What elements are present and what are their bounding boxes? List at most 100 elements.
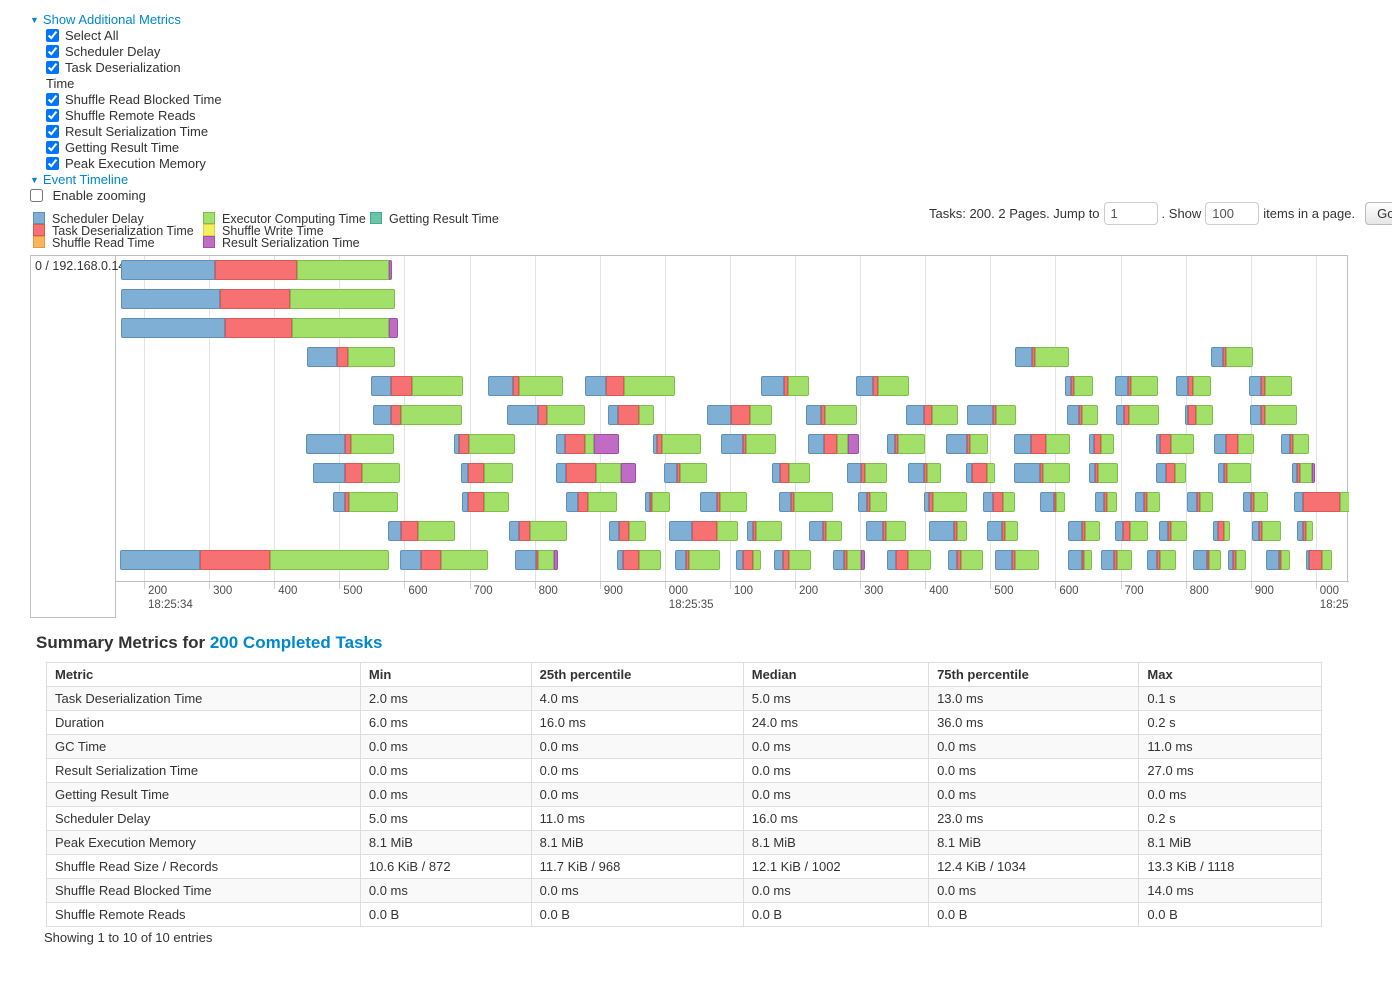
task-bar[interactable] [995, 550, 1039, 570]
task-bar[interactable] [809, 521, 842, 541]
task-bar[interactable] [1089, 434, 1114, 454]
show-additional-metrics-link[interactable]: Show Additional Metrics [42, 12, 181, 27]
task-bar[interactable] [1214, 434, 1254, 454]
task-bar[interactable] [566, 492, 617, 512]
task-bar[interactable] [906, 405, 958, 425]
task-bar[interactable] [1218, 463, 1251, 483]
timeline-plot-area[interactable] [116, 256, 1349, 581]
task-bar[interactable] [507, 405, 585, 425]
task-bar[interactable] [1250, 405, 1297, 425]
task-bar[interactable] [1116, 405, 1159, 425]
task-bar[interactable] [515, 550, 558, 570]
task-bar[interactable] [1156, 434, 1194, 454]
task-bar[interactable] [454, 434, 515, 454]
task-bar[interactable] [808, 434, 859, 454]
task-bar[interactable] [1115, 521, 1148, 541]
task-bar[interactable] [1252, 521, 1281, 541]
task-bar[interactable] [1095, 492, 1117, 512]
task-bar[interactable] [948, 550, 983, 570]
metric-checkbox[interactable] [46, 109, 59, 122]
task-bar[interactable] [1089, 463, 1118, 483]
task-bar[interactable] [509, 521, 567, 541]
task-bar[interactable] [1014, 463, 1070, 483]
task-bar[interactable] [707, 405, 772, 425]
task-bar[interactable] [333, 492, 398, 512]
task-bar[interactable] [121, 289, 395, 309]
task-bar[interactable] [617, 550, 661, 570]
task-bar[interactable] [1065, 376, 1093, 396]
task-bar[interactable] [1040, 492, 1065, 512]
task-bar[interactable] [908, 463, 941, 483]
task-bar[interactable] [1014, 434, 1070, 454]
task-bar[interactable] [1115, 376, 1158, 396]
task-bar[interactable] [983, 492, 1015, 512]
task-bar[interactable] [373, 405, 462, 425]
task-bar[interactable] [858, 492, 887, 512]
task-bar[interactable] [806, 405, 857, 425]
task-bar[interactable] [1068, 550, 1092, 570]
task-bar[interactable] [462, 492, 509, 512]
task-bar[interactable] [1266, 550, 1290, 570]
task-bar[interactable] [924, 492, 967, 512]
metric-checkbox[interactable] [46, 29, 59, 42]
task-bar[interactable] [1211, 347, 1253, 367]
task-bar[interactable] [847, 463, 887, 483]
task-bar[interactable] [1297, 521, 1313, 541]
task-bar[interactable] [1193, 550, 1221, 570]
task-bar[interactable] [461, 463, 513, 483]
jump-to-page-input[interactable] [1103, 202, 1158, 225]
task-bar[interactable] [388, 521, 455, 541]
task-bar[interactable] [1292, 463, 1315, 483]
task-bar[interactable] [371, 376, 463, 396]
task-bar[interactable] [700, 492, 747, 512]
task-bar[interactable] [669, 521, 738, 541]
event-timeline-toggle[interactable]: ▼ Event Timeline [30, 172, 222, 188]
task-bar[interactable] [653, 434, 701, 454]
task-bar[interactable] [967, 405, 1016, 425]
task-bar[interactable] [1294, 492, 1349, 512]
task-bar[interactable] [1156, 463, 1186, 483]
task-bar[interactable] [1101, 550, 1132, 570]
task-bar[interactable] [585, 376, 675, 396]
show-additional-metrics-toggle[interactable]: ▼ Show Additional Metrics [30, 12, 222, 28]
task-bar[interactable] [121, 260, 392, 280]
task-bar[interactable] [664, 463, 707, 483]
task-bar[interactable] [772, 463, 810, 483]
task-bar[interactable] [966, 463, 995, 483]
task-bar[interactable] [1068, 521, 1100, 541]
metric-checkbox[interactable] [46, 61, 59, 74]
task-bar[interactable] [1281, 434, 1309, 454]
task-bar[interactable] [736, 550, 761, 570]
task-bar[interactable] [946, 434, 988, 454]
metric-checkbox[interactable] [46, 141, 59, 154]
task-bar[interactable] [887, 434, 925, 454]
task-bar[interactable] [556, 463, 636, 483]
task-bar[interactable] [987, 521, 1018, 541]
metric-checkbox[interactable] [46, 157, 59, 170]
task-bar[interactable] [1185, 405, 1213, 425]
task-bar[interactable] [1147, 550, 1176, 570]
task-bar[interactable] [400, 550, 488, 570]
metric-checkbox[interactable] [46, 125, 59, 138]
task-bar[interactable] [609, 521, 646, 541]
task-bar[interactable] [866, 521, 906, 541]
task-bar[interactable] [121, 318, 398, 338]
metric-checkbox[interactable] [46, 93, 59, 106]
task-bar[interactable] [1213, 521, 1230, 541]
event-timeline-link[interactable]: Event Timeline [42, 172, 129, 187]
task-bar[interactable] [1176, 376, 1211, 396]
enable-zooming-checkbox[interactable] [30, 189, 43, 202]
task-bar[interactable] [1135, 492, 1160, 512]
task-bar[interactable] [306, 434, 394, 454]
task-bar[interactable] [313, 463, 400, 483]
task-bar[interactable] [307, 347, 395, 367]
task-bar[interactable] [833, 550, 865, 570]
task-bar[interactable] [856, 376, 909, 396]
task-bar[interactable] [120, 550, 389, 570]
task-bar[interactable] [774, 550, 811, 570]
task-bar[interactable] [675, 550, 720, 570]
task-bar[interactable] [645, 492, 670, 512]
task-bar[interactable] [1159, 521, 1187, 541]
task-bar[interactable] [1228, 550, 1246, 570]
task-bar[interactable] [488, 376, 563, 396]
